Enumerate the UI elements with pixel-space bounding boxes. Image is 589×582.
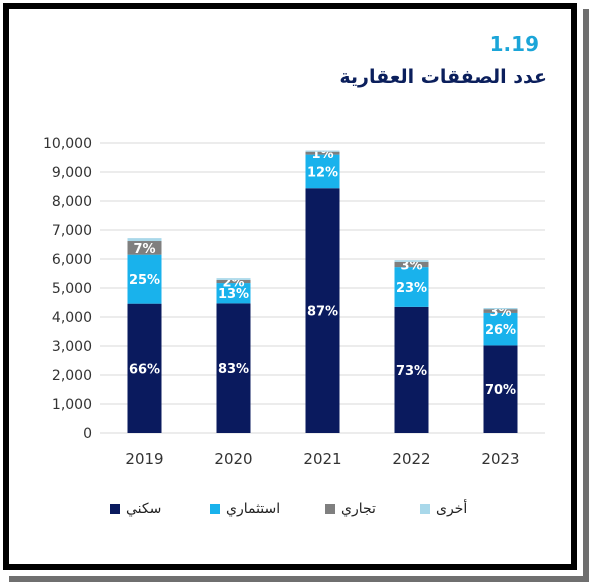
- data-label: 1%: [311, 147, 333, 162]
- bar-segment: [216, 303, 251, 433]
- bar-segment: [216, 279, 251, 284]
- data-label: 73%: [396, 364, 427, 379]
- y-tick-label: 0: [83, 426, 92, 442]
- frame-shadow-right: [583, 9, 589, 579]
- x-tick-label: 2023: [481, 450, 519, 468]
- bar-segment: [394, 267, 429, 307]
- legend-swatch: [325, 504, 335, 514]
- x-tick-label: 2019: [125, 450, 163, 468]
- legend-item: سكني: [110, 497, 161, 521]
- bar-segment: [216, 283, 251, 304]
- data-label: 3%: [400, 259, 422, 274]
- y-tick-label: 5,000: [52, 281, 92, 297]
- legend-label: تجاري: [341, 501, 376, 517]
- y-tick-label: 10,000: [43, 136, 92, 152]
- bar-segment: [394, 261, 429, 268]
- chart-title: عدد الصفقات العقارية: [339, 66, 547, 88]
- legend-swatch: [210, 504, 220, 514]
- y-tick-label: 4,000: [52, 310, 92, 326]
- bar-segment: [127, 241, 162, 255]
- x-tick-label: 2022: [392, 450, 430, 468]
- x-tick-label: 2020: [214, 450, 252, 468]
- bar-segment: [127, 303, 162, 433]
- bar-segment: [483, 312, 518, 346]
- figure-number: 1.19: [489, 32, 539, 56]
- bar-segment: [127, 238, 162, 242]
- legend-label: استثماري: [226, 501, 281, 517]
- bar-segment: [305, 151, 340, 155]
- data-label: 87%: [307, 305, 338, 320]
- bar-segment: [483, 309, 518, 313]
- bar-segment: [394, 260, 429, 262]
- legend-item: استثماري: [210, 497, 280, 521]
- legend-label: أخرى: [436, 501, 468, 517]
- chart-legend: سكني استثماري تجاري أخرى: [100, 497, 500, 521]
- data-label: 7%: [133, 242, 155, 257]
- y-tick-label: 8,000: [52, 194, 92, 210]
- frame-shadow-bottom: [9, 576, 589, 582]
- x-tick-label: 2021: [303, 450, 341, 468]
- legend-item: أخرى: [420, 497, 467, 521]
- bar-segment: [127, 254, 162, 304]
- data-label: 70%: [485, 383, 516, 398]
- bar-segment: [394, 306, 429, 433]
- data-label: 3%: [489, 305, 511, 320]
- data-label: 83%: [218, 362, 249, 377]
- y-tick-label: 7,000: [52, 223, 92, 239]
- figure-frame: [3, 3, 577, 570]
- y-tick-label: 6,000: [52, 252, 92, 268]
- bar-segment: [305, 188, 340, 433]
- y-tick-label: 1,000: [52, 397, 92, 413]
- data-label: 66%: [129, 362, 160, 377]
- data-label: 2%: [222, 275, 244, 290]
- bar-segment: [483, 345, 518, 433]
- data-label: 25%: [129, 273, 160, 288]
- legend-swatch: [110, 504, 120, 514]
- data-label: 12%: [307, 165, 338, 180]
- legend-swatch: [420, 504, 430, 514]
- data-label: 13%: [218, 287, 249, 302]
- legend-label: سكني: [126, 501, 162, 517]
- y-tick-label: 2,000: [52, 368, 92, 384]
- y-tick-label: 9,000: [52, 165, 92, 181]
- y-tick-label: 3,000: [52, 339, 92, 355]
- legend-item: تجاري: [325, 497, 376, 521]
- bar-segment: [305, 150, 340, 152]
- data-label: 23%: [396, 281, 427, 296]
- bar-segment: [483, 308, 518, 310]
- data-label: 26%: [485, 323, 516, 338]
- bar-segment: [216, 278, 251, 280]
- bar-segment: [305, 154, 340, 189]
